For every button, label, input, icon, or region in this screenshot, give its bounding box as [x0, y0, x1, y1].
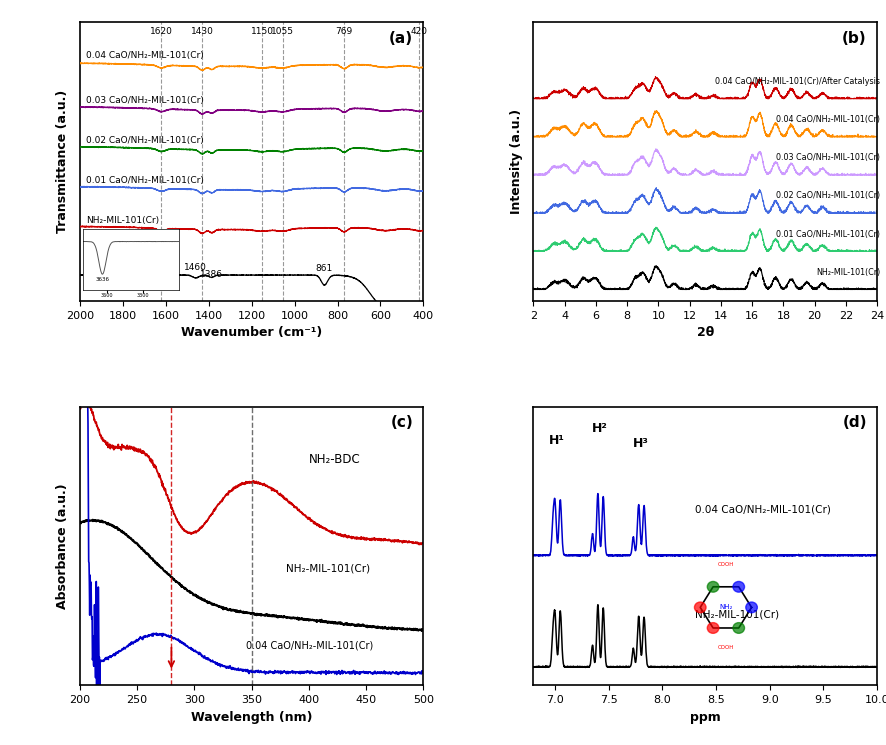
Text: 0.04 CaO/NH₂-MIL-101(Cr): 0.04 CaO/NH₂-MIL-101(Cr) — [776, 115, 881, 124]
Text: 1430: 1430 — [190, 28, 214, 37]
Text: 1460: 1460 — [184, 263, 206, 272]
Text: 0.02 CaO/NH₂-MIL-101(Cr): 0.02 CaO/NH₂-MIL-101(Cr) — [776, 191, 881, 200]
Text: 0.03 CaO/NH₂-MIL-101(Cr): 0.03 CaO/NH₂-MIL-101(Cr) — [86, 96, 204, 105]
Text: 1386: 1386 — [199, 270, 222, 279]
Text: 1150: 1150 — [251, 28, 274, 37]
Text: (b): (b) — [843, 31, 867, 45]
Text: 0.03 CaO/NH₂-MIL-101(Cr): 0.03 CaO/NH₂-MIL-101(Cr) — [776, 153, 881, 162]
Text: H²: H² — [592, 422, 608, 434]
Text: 0.01 CaO/NH₂-MIL-101(Cr): 0.01 CaO/NH₂-MIL-101(Cr) — [776, 229, 881, 238]
Text: NH₂-MIL-101(Cr): NH₂-MIL-101(Cr) — [286, 564, 370, 574]
Text: 769: 769 — [336, 28, 353, 37]
Text: 861: 861 — [315, 264, 333, 273]
X-axis label: Wavelength (nm): Wavelength (nm) — [190, 711, 313, 723]
Text: NH₂-MIL-101(Cr): NH₂-MIL-101(Cr) — [695, 609, 779, 619]
X-axis label: Wavenumber (cm⁻¹): Wavenumber (cm⁻¹) — [181, 326, 323, 339]
Y-axis label: Intensity (a.u.): Intensity (a.u.) — [510, 109, 523, 215]
Text: CaO: CaO — [86, 259, 105, 268]
Text: 0.04 CaO/NH₂-MIL-101(Cr): 0.04 CaO/NH₂-MIL-101(Cr) — [695, 504, 830, 514]
Text: NH₂-BDC: NH₂-BDC — [309, 452, 361, 466]
Text: H³: H³ — [633, 437, 649, 450]
Y-axis label: Absorbance (a.u.): Absorbance (a.u.) — [57, 484, 69, 609]
Text: 0.04 CaO/NH₂-MIL-101(Cr): 0.04 CaO/NH₂-MIL-101(Cr) — [245, 640, 373, 650]
Y-axis label: Transmittance (a.u.): Transmittance (a.u.) — [57, 90, 69, 233]
Text: H¹: H¹ — [549, 434, 565, 447]
Text: 1620: 1620 — [150, 28, 173, 37]
X-axis label: ppm: ppm — [690, 711, 720, 723]
Text: NH₂-MIL-101(Cr): NH₂-MIL-101(Cr) — [86, 215, 159, 224]
Text: 1055: 1055 — [271, 28, 294, 37]
Text: 420: 420 — [410, 28, 428, 37]
Text: 0.04 CaO/NH₂-MIL-101(Cr)/After Catalysis: 0.04 CaO/NH₂-MIL-101(Cr)/After Catalysis — [715, 77, 881, 86]
Text: 0.01 CaO/NH₂-MIL-101(Cr): 0.01 CaO/NH₂-MIL-101(Cr) — [86, 176, 204, 185]
Text: (a): (a) — [389, 31, 413, 45]
Text: NH₂-MIL-101(Cr): NH₂-MIL-101(Cr) — [816, 267, 881, 277]
Text: 0.02 CaO/NH₂-MIL-101(Cr): 0.02 CaO/NH₂-MIL-101(Cr) — [86, 136, 204, 145]
X-axis label: 2θ: 2θ — [696, 326, 714, 339]
Text: 0.04 CaO/NH₂-MIL-101(Cr): 0.04 CaO/NH₂-MIL-101(Cr) — [86, 51, 204, 60]
Text: (c): (c) — [391, 415, 413, 430]
Text: (d): (d) — [843, 415, 867, 430]
